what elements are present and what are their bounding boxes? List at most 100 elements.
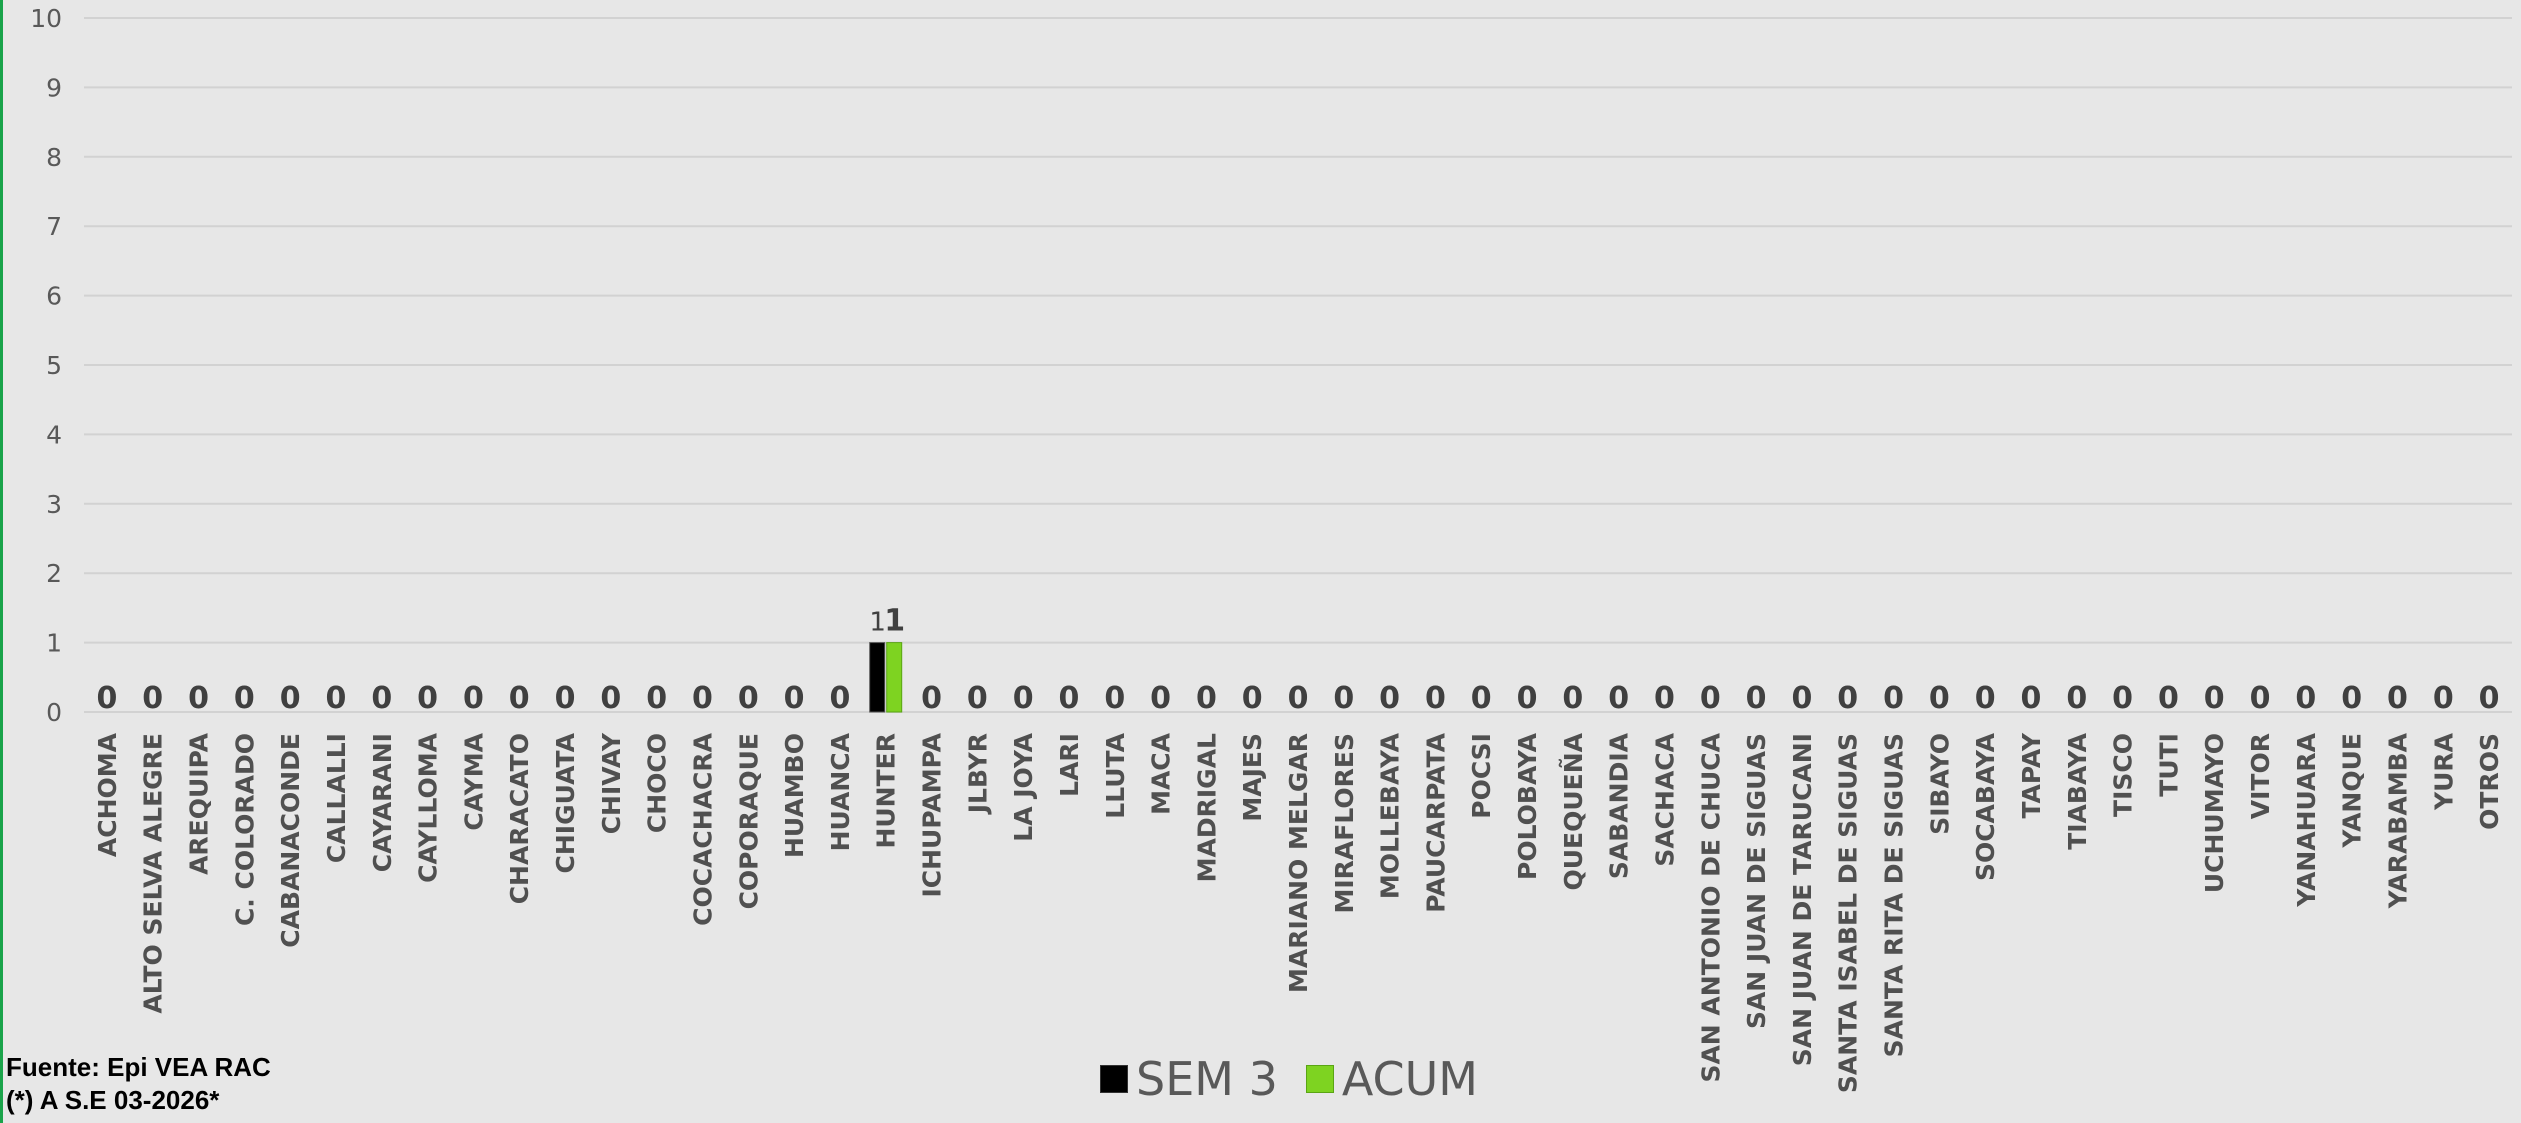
y-tick-label: 5 bbox=[46, 351, 62, 380]
data-label-acum: 0 bbox=[2387, 681, 2408, 716]
data-label-acum: 0 bbox=[1562, 681, 1583, 716]
data-label-acum: 0 bbox=[967, 681, 988, 716]
category-label: LLUTA bbox=[1101, 732, 1130, 818]
y-tick-label: 9 bbox=[46, 73, 62, 102]
category-label: SOCABAYA bbox=[1971, 732, 2000, 881]
data-label-acum: 0 bbox=[2433, 681, 2454, 716]
data-label-acum: 0 bbox=[600, 681, 621, 716]
data-label-acum: 0 bbox=[646, 681, 667, 716]
data-label-acum: 0 bbox=[1379, 681, 1400, 716]
chart-legend: SEM 3 ACUM bbox=[1100, 1052, 1506, 1106]
data-label-acum: 0 bbox=[1654, 681, 1675, 716]
data-label-acum: 0 bbox=[2341, 681, 2362, 716]
data-label-acum: 0 bbox=[784, 681, 805, 716]
y-tick-label: 0 bbox=[46, 698, 62, 727]
category-label: LARI bbox=[1055, 733, 1084, 797]
data-label-acum: 0 bbox=[463, 681, 484, 716]
category-label: MADRIGAL bbox=[1192, 733, 1221, 882]
data-label-acum: 0 bbox=[692, 681, 713, 716]
category-label: YURA bbox=[2429, 732, 2458, 811]
legend-label-acum: ACUM bbox=[1341, 1052, 1478, 1106]
data-label-acum: 0 bbox=[2204, 681, 2225, 716]
category-label: QUEQUEÑA bbox=[1559, 732, 1588, 890]
category-label: ACHOMA bbox=[93, 732, 122, 857]
data-label-acum: 0 bbox=[1471, 681, 1492, 716]
y-tick-label: 6 bbox=[46, 282, 62, 311]
category-label: TIABAYA bbox=[2063, 732, 2092, 849]
category-label: MAJES bbox=[1238, 733, 1267, 822]
data-label-acum: 0 bbox=[1883, 681, 1904, 716]
category-label: PAUCARPATA bbox=[1421, 732, 1450, 912]
data-label-acum: 0 bbox=[738, 681, 759, 716]
category-label: MACA bbox=[1147, 732, 1176, 815]
data-label-acum: 0 bbox=[1791, 681, 1812, 716]
data-label-acum: 0 bbox=[1975, 681, 1996, 716]
category-label: SAN JUAN DE SIGUAS bbox=[1742, 733, 1771, 1029]
legend-label-sem: SEM 3 bbox=[1136, 1052, 1278, 1106]
category-label: SAN ANTONIO DE CHUCA bbox=[1696, 732, 1725, 1082]
category-label: CAYARANI bbox=[368, 733, 397, 872]
data-label-acum: 0 bbox=[234, 681, 255, 716]
data-label-acum: 0 bbox=[1929, 681, 1950, 716]
legend-swatch-sem bbox=[1100, 1065, 1128, 1093]
category-label: HUANCA bbox=[826, 732, 855, 851]
data-label-acum: 0 bbox=[417, 681, 438, 716]
data-label-acum: 0 bbox=[555, 681, 576, 716]
category-label: POCSI bbox=[1467, 733, 1496, 819]
legend-item-acum: ACUM bbox=[1305, 1052, 1478, 1106]
category-label: UCHUMAYO bbox=[2200, 733, 2229, 893]
category-label: HUNTER bbox=[872, 733, 901, 849]
category-label: TUTI bbox=[2154, 733, 2183, 797]
period-line: (*) A S.E 03-2026* bbox=[6, 1085, 220, 1115]
category-label: CAYLLOMA bbox=[414, 732, 443, 883]
category-label: SANTA RITA DE SIGUAS bbox=[1880, 733, 1909, 1057]
data-label-acum: 0 bbox=[2021, 681, 2042, 716]
y-tick-label: 10 bbox=[30, 4, 62, 33]
category-label: YANAHUARA bbox=[2292, 732, 2321, 907]
category-label: MOLLEBAYA bbox=[1376, 732, 1405, 899]
category-label: LA JOYA bbox=[1009, 732, 1038, 841]
source-note: Fuente: Epi VEA RAC (*) A S.E 03-2026* bbox=[6, 1051, 271, 1117]
data-label-acum: 0 bbox=[1242, 681, 1263, 716]
category-label: ICHUPAMPA bbox=[918, 732, 947, 897]
bar-acum bbox=[886, 642, 903, 713]
y-tick-label: 4 bbox=[46, 420, 62, 449]
category-label: MARIANO MELGAR bbox=[1284, 733, 1313, 993]
data-label-acum: 0 bbox=[1608, 681, 1629, 716]
category-label: CABANACONDE bbox=[276, 733, 305, 948]
data-label-acum: 0 bbox=[280, 681, 301, 716]
category-label: OTROS bbox=[2475, 733, 2504, 830]
category-label: SACHACA bbox=[1650, 732, 1679, 866]
data-label-acum: 0 bbox=[188, 681, 209, 716]
data-label-acum: 0 bbox=[2158, 681, 2179, 716]
data-label-acum: 0 bbox=[1700, 681, 1721, 716]
category-label: SIBAYO bbox=[1925, 733, 1954, 835]
data-label-acum: 0 bbox=[1059, 681, 1080, 716]
data-label-acum: 0 bbox=[371, 681, 392, 716]
data-label-acum: 0 bbox=[1517, 681, 1538, 716]
data-label-acum: 0 bbox=[509, 681, 530, 716]
data-label-acum: 1 bbox=[884, 604, 905, 639]
source-line: Fuente: Epi VEA RAC bbox=[6, 1052, 271, 1082]
data-label-acum: 0 bbox=[142, 681, 163, 716]
category-label: SAN JUAN DE TARUCANI bbox=[1788, 733, 1817, 1066]
category-label: TISCO bbox=[2109, 733, 2138, 817]
data-label-acum: 0 bbox=[921, 681, 942, 716]
data-label-acum: 0 bbox=[1104, 681, 1125, 716]
category-label: COCACHACRA bbox=[688, 732, 717, 926]
data-label-acum: 0 bbox=[1746, 681, 1767, 716]
category-label: COPORAQUE bbox=[734, 733, 763, 909]
category-label: AREQUIPA bbox=[185, 732, 214, 875]
legend-item-sem: SEM 3 bbox=[1100, 1052, 1278, 1106]
bar-sem bbox=[869, 642, 886, 713]
y-tick-label: 1 bbox=[46, 629, 62, 658]
category-label: POLOBAYA bbox=[1513, 732, 1542, 880]
y-tick-label: 2 bbox=[46, 559, 62, 588]
category-label: VITOR bbox=[2246, 733, 2275, 819]
data-label-acum: 0 bbox=[2250, 681, 2271, 716]
left-accent-bar bbox=[0, 0, 3, 1123]
category-label: CALLALLI bbox=[322, 733, 351, 863]
y-tick-label: 3 bbox=[46, 490, 62, 519]
category-label: CHIGUATA bbox=[551, 732, 580, 873]
category-label: ALTO SELVA ALEGRE bbox=[139, 733, 168, 1014]
